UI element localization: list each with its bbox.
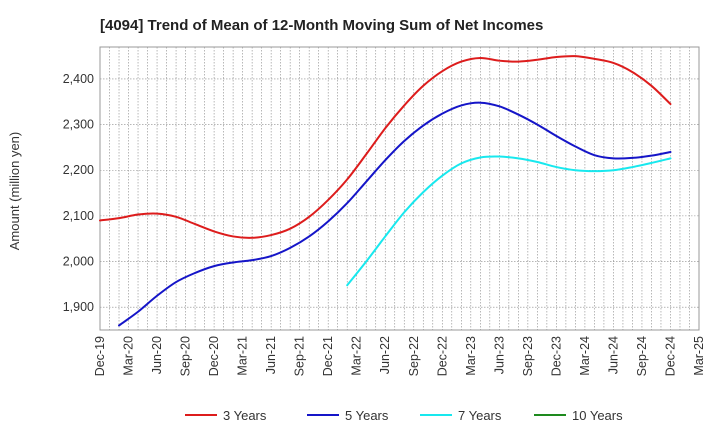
x-tick-label: Mar-22	[350, 336, 364, 376]
x-tick-label: Sep-22	[407, 336, 421, 376]
x-tick-label: Dec-19	[93, 336, 107, 376]
y-tick-label: 2,400	[63, 72, 94, 86]
chart-title: [4094] Trend of Mean of 12-Month Moving …	[100, 17, 543, 34]
legend-item-7-years: 7 Years	[420, 408, 502, 423]
x-tick-label: Jun-20	[150, 336, 164, 374]
y-tick-label: 2,100	[63, 209, 94, 223]
series-line-7-years	[346, 155, 672, 287]
y-tick-label: 2,000	[63, 255, 94, 269]
x-tick-label: Jun-24	[606, 336, 620, 374]
x-tick-label: Jun-21	[264, 336, 278, 374]
x-axis: Dec-19 Mar-20 Jun-20 Sep-20 Dec-20 Mar-21 Jun-…	[93, 336, 706, 376]
x-tick-label: Dec-22	[435, 336, 449, 376]
x-tick-label: Sep-20	[179, 336, 193, 376]
legend-item-10-years: 10 Years	[534, 408, 623, 423]
x-tick-label: Mar-24	[578, 336, 592, 376]
series-line-5-years	[118, 101, 672, 327]
x-tick-label: Dec-21	[321, 336, 335, 376]
legend-item-3-years: 3 Years	[185, 408, 267, 423]
series-line-3-years	[99, 55, 672, 239]
y-tick-label: 2,300	[63, 118, 94, 132]
grid	[100, 47, 699, 330]
legend-item-5-years: 5 Years	[307, 408, 389, 423]
x-tick-label: Mar-25	[692, 336, 706, 376]
x-tick-label: Sep-23	[521, 336, 535, 376]
x-tick-label: Sep-24	[635, 336, 649, 376]
legend-label: 5 Years	[345, 408, 389, 423]
x-tick-label: Mar-23	[464, 336, 478, 376]
legend-label: 7 Years	[458, 408, 502, 423]
series-layer	[99, 55, 672, 327]
y-axis: 1,900 2,000 2,100 2,200 2,300 2,400	[63, 72, 94, 314]
x-tick-label: Jun-22	[378, 336, 392, 374]
x-tick-label: Mar-20	[122, 336, 136, 376]
y-tick-label: 2,200	[63, 163, 94, 177]
x-tick-label: Dec-23	[549, 336, 563, 376]
x-tick-label: Dec-20	[207, 336, 221, 376]
legend: 3 Years 5 Years 7 Years 10 Years	[185, 408, 623, 423]
x-tick-label: Dec-24	[663, 336, 677, 376]
y-tick-label: 1,900	[63, 300, 94, 314]
x-tick-label: Sep-21	[293, 336, 307, 376]
y-axis-label: Amount (million yen)	[7, 132, 22, 251]
x-tick-label: Jun-23	[492, 336, 506, 374]
legend-label: 3 Years	[223, 408, 267, 423]
x-tick-label: Mar-21	[236, 336, 250, 376]
plot-frame	[99, 46, 700, 331]
legend-label: 10 Years	[572, 408, 623, 423]
